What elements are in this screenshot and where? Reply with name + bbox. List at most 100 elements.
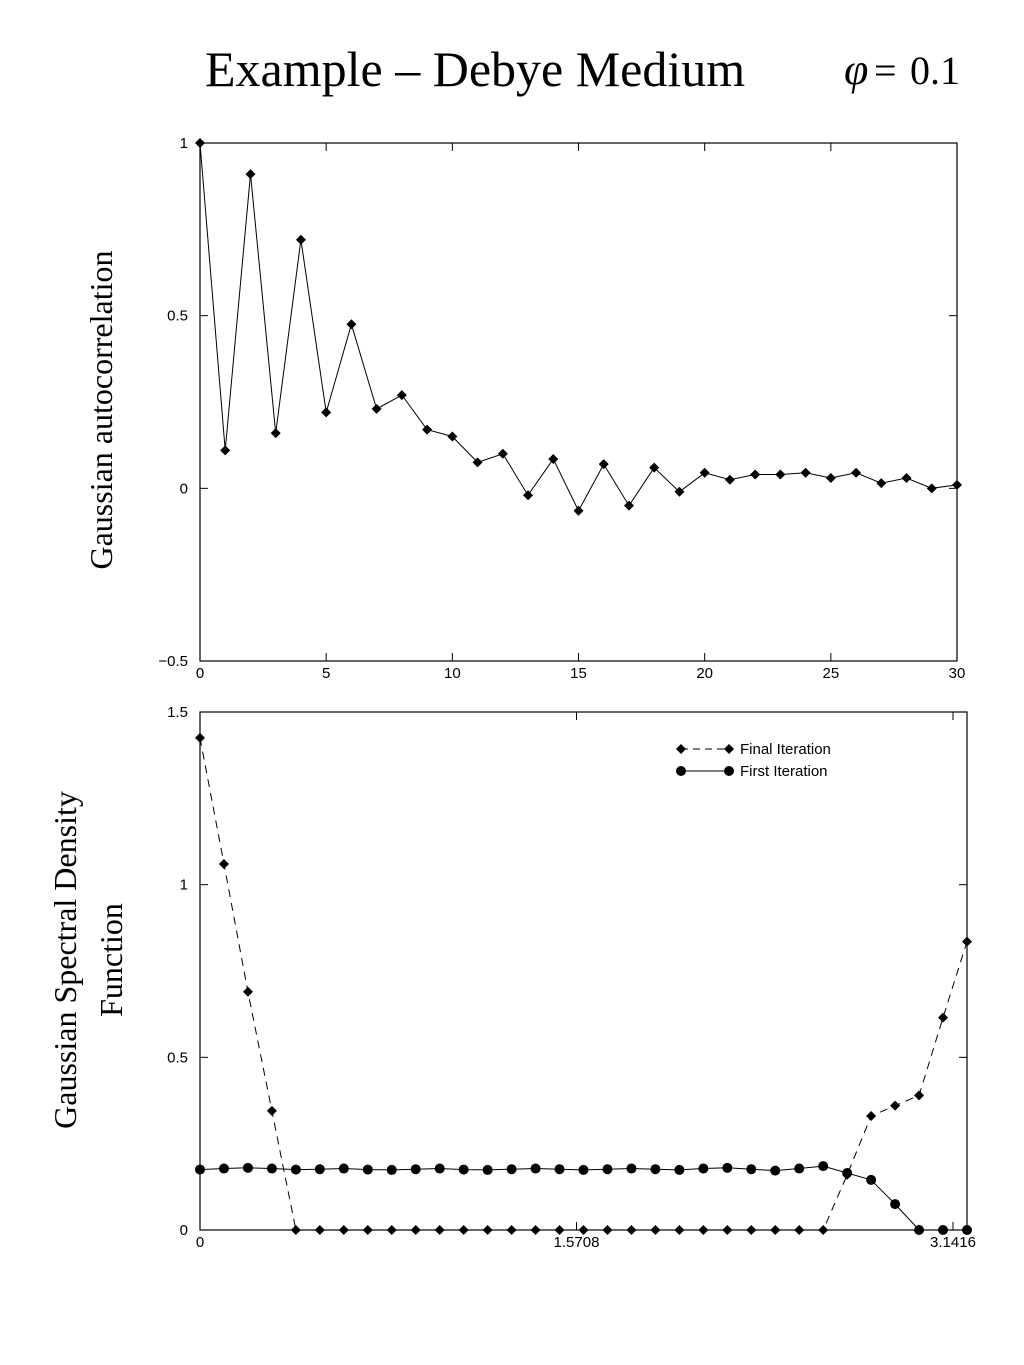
data-point — [674, 486, 685, 497]
data-point — [482, 1164, 493, 1175]
tick-labels: 0 1.5708 3.1416 0 0.5 1 1.5 — [167, 704, 976, 1251]
x-tick-label: 0 — [196, 1234, 204, 1251]
x-tick-label: 25 — [822, 665, 839, 682]
data-point — [338, 1225, 349, 1235]
data-point — [775, 469, 786, 480]
x-tick-label: 15 — [570, 665, 587, 682]
data-point — [851, 467, 862, 478]
y-axis-label-line-2: Function — [93, 903, 129, 1017]
data-point — [866, 1174, 877, 1185]
x-tick-label: 0 — [196, 665, 204, 682]
y-tick-label: 1 — [180, 135, 188, 152]
data-point — [650, 1225, 661, 1235]
data-point — [938, 1012, 949, 1023]
phi-value: 0.1 — [910, 48, 960, 93]
series-lines — [199, 142, 958, 512]
y-tick-label: 0 — [180, 1222, 188, 1239]
series-lines — [199, 737, 968, 1231]
data-point — [602, 1225, 613, 1235]
data-point — [295, 234, 306, 245]
data-point — [674, 1164, 685, 1175]
data-point — [674, 1225, 685, 1235]
data-point — [530, 1225, 541, 1235]
data-point — [314, 1225, 325, 1235]
data-point — [422, 424, 433, 435]
legend-entry-first-iteration: First Iteration — [676, 763, 828, 780]
data-point — [472, 457, 483, 468]
series-line-first-iteration — [199, 1165, 967, 1231]
data-point — [626, 1225, 637, 1235]
data-point — [598, 459, 609, 470]
data-point — [649, 462, 660, 473]
legend-entry-final-iteration: Final Iteration — [676, 741, 831, 758]
data-point — [554, 1225, 565, 1235]
data-point — [506, 1164, 517, 1175]
x-tick-label: 3.1416 — [930, 1234, 976, 1251]
data-point — [270, 428, 281, 439]
data-point — [386, 1164, 397, 1175]
data-point — [890, 1199, 901, 1210]
axis-ticks — [199, 142, 958, 662]
equals-sign: = — [874, 48, 897, 93]
data-point — [746, 1225, 757, 1235]
data-point — [698, 1225, 709, 1235]
data-point — [914, 1090, 925, 1101]
data-point — [338, 1163, 349, 1174]
legend: Final Iteration First Iteration — [676, 741, 831, 780]
data-point — [890, 1100, 901, 1111]
plot-frame — [199, 142, 958, 662]
x-tick-label: 20 — [696, 665, 713, 682]
data-point — [266, 1163, 277, 1174]
y-tick-label: 0.5 — [167, 308, 188, 325]
data-point — [266, 1105, 277, 1116]
y-tick-label: −0.5 — [158, 653, 188, 670]
data-point — [482, 1225, 493, 1235]
y-axis-label: Gaussian Spectral Density — [47, 791, 83, 1129]
data-point — [746, 1164, 757, 1175]
data-point — [722, 1162, 733, 1173]
data-point — [218, 1163, 229, 1174]
y-tick-label: 0.5 — [167, 1049, 188, 1066]
x-tick-label: 1.5708 — [554, 1234, 600, 1251]
data-point — [770, 1225, 781, 1235]
data-point — [825, 472, 836, 483]
y-axis-label: Gaussian autocorrelation — [83, 251, 119, 570]
data-point — [290, 1164, 301, 1175]
data-point — [314, 1164, 325, 1175]
data-point — [506, 1225, 517, 1235]
y-tick-label: 1 — [180, 877, 188, 894]
tick-labels: 0 5 10 15 20 25 30 −0.5 0 0.5 1 — [158, 135, 965, 682]
data-point — [926, 483, 937, 494]
phi-symbol: φ — [844, 45, 868, 94]
data-point — [362, 1164, 373, 1175]
y-tick-label: 1.5 — [167, 704, 188, 721]
data-point — [818, 1161, 829, 1172]
autocorrelation-chart: 0 5 10 15 20 25 30 −0.5 0 0.5 1 Gaussian autocorre… — [83, 135, 965, 682]
data-point — [722, 1225, 733, 1235]
data-point — [914, 1225, 925, 1235]
data-point — [554, 1164, 565, 1175]
y-tick-label: 0 — [180, 480, 188, 497]
data-points — [195, 732, 972, 1235]
data-point — [497, 448, 508, 459]
data-point — [901, 472, 912, 483]
legend-marker-first-left — [676, 766, 686, 776]
data-point — [800, 467, 811, 478]
data-point — [386, 1225, 397, 1235]
legend-marker-final-right — [724, 744, 734, 754]
series-line-0 — [199, 142, 958, 512]
data-point — [434, 1163, 445, 1174]
data-point — [578, 1164, 589, 1175]
data-point — [371, 403, 382, 414]
data-point — [794, 1225, 805, 1235]
data-point — [434, 1225, 445, 1235]
data-point — [699, 467, 710, 478]
data-point — [195, 1164, 205, 1175]
spectral-density-chart: 0 1.5708 3.1416 0 0.5 1 1.5 Gaussian Spectral … — [47, 704, 976, 1251]
data-point — [750, 469, 761, 480]
legend-marker-first-right — [724, 766, 734, 776]
data-point — [698, 1163, 709, 1174]
data-point — [290, 1225, 301, 1235]
data-points — [195, 138, 962, 516]
